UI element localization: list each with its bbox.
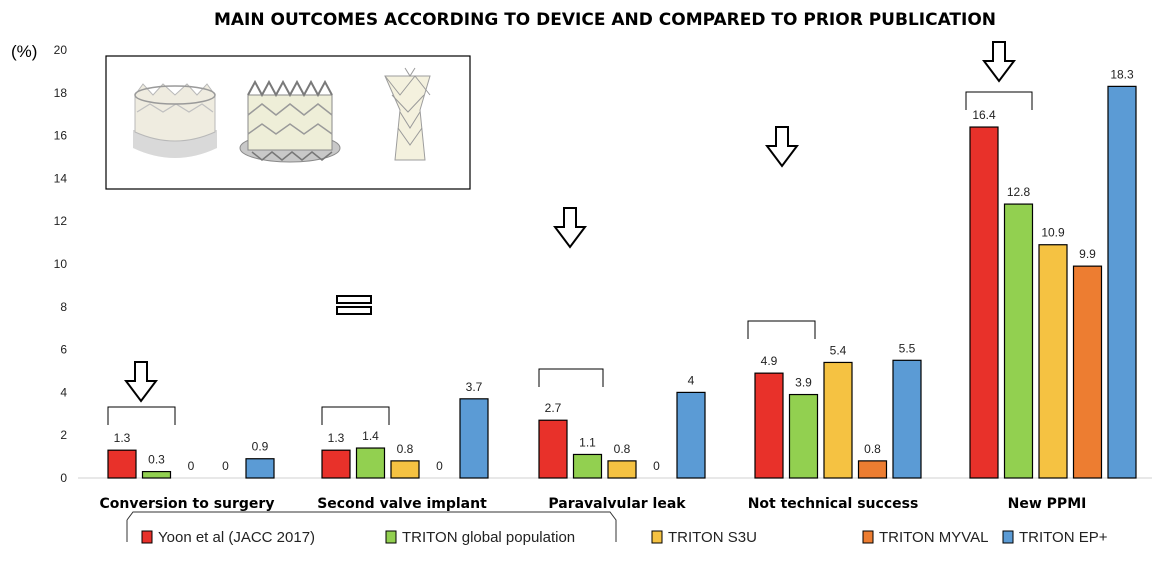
bar-yoon-et-al-jacc-2017-conversion-to-surgery <box>107 449 137 479</box>
legend-label-triton-s3u: TRITON S3U <box>668 529 757 546</box>
legend-label-yoon-et-al-jacc-2017: Yoon et al (JACC 2017) <box>158 529 315 546</box>
bar-triton-s3u-not-technical-success <box>823 361 853 479</box>
bar-triton-ep-conversion-to-surgery <box>245 458 275 479</box>
value-label-triton-global-population-new-ppmi: 12.8 <box>1007 185 1031 199</box>
bar-triton-ep-new-ppmi <box>1107 85 1137 479</box>
legend-swatch-triton-myval <box>862 530 874 544</box>
bar-triton-ep-paravalvular-leak <box>676 391 706 479</box>
value-label-triton-myval-paravalvular-leak: 0 <box>653 459 660 473</box>
bar-triton-ep-second-valve-implant <box>459 398 489 479</box>
bar-yoon-et-al-jacc-2017-not-technical-success <box>754 372 784 479</box>
category-label-conversion-to-surgery: Conversion to surgery <box>100 496 275 512</box>
y-tick-label: 10 <box>54 257 68 271</box>
bar-triton-myval-new-ppmi <box>1072 265 1103 479</box>
value-label-yoon-et-al-jacc-2017-paravalvular-leak: 2.7 <box>545 401 562 415</box>
value-label-triton-myval-new-ppmi: 9.9 <box>1079 247 1096 261</box>
down-arrow-icon-paravalvular-leak <box>553 207 587 249</box>
y-tick-label: 16 <box>54 129 68 143</box>
value-label-triton-global-population-paravalvular-leak: 1.1 <box>579 435 596 449</box>
value-label-triton-global-population-second-valve-implant: 1.4 <box>362 429 379 443</box>
legend-label-triton-ep: TRITON EP+ <box>1019 529 1108 546</box>
down-arrow-icon-new-ppmi <box>982 41 1016 83</box>
value-label-triton-myval-not-technical-success: 0.8 <box>864 442 881 456</box>
chart-title: MAIN OUTCOMES ACCORDING TO DEVICE AND CO… <box>214 10 996 30</box>
category-label-not-technical-success: Not technical success <box>748 496 919 512</box>
comparison-bracket-paravalvular-leak <box>538 368 604 387</box>
legend-bracket <box>126 511 617 542</box>
value-label-triton-s3u-new-ppmi: 10.9 <box>1041 226 1065 240</box>
value-label-triton-ep-second-valve-implant: 3.7 <box>466 380 483 394</box>
legend-swatch-triton-global-population <box>385 530 397 544</box>
valve-device-1-image <box>133 83 217 158</box>
category-label-new-ppmi: New PPMI <box>1008 496 1087 512</box>
value-label-yoon-et-al-jacc-2017-conversion-to-surgery: 1.3 <box>114 431 131 445</box>
y-tick-label: 18 <box>54 86 68 100</box>
value-label-triton-global-population-conversion-to-surgery: 0.3 <box>148 453 165 467</box>
y-tick-label: 0 <box>60 471 67 485</box>
comparison-bracket-not-technical-success <box>747 320 816 339</box>
y-tick-label: 6 <box>60 343 67 357</box>
value-label-triton-global-population-not-technical-success: 3.9 <box>795 376 812 390</box>
legend-swatch-yoon-et-al-jacc-2017 <box>141 530 153 544</box>
value-label-triton-s3u-conversion-to-surgery: 0 <box>188 459 195 473</box>
comparison-bracket-conversion-to-surgery <box>107 406 176 425</box>
comparison-bracket-new-ppmi <box>965 91 1033 110</box>
value-label-triton-myval-conversion-to-surgery: 0 <box>222 459 229 473</box>
device-inset <box>105 55 471 190</box>
legend-swatch-triton-ep <box>1002 530 1014 544</box>
bar-yoon-et-al-jacc-2017-new-ppmi <box>969 126 999 479</box>
value-label-triton-ep-paravalvular-leak: 4 <box>688 373 695 387</box>
value-label-triton-s3u-paravalvular-leak: 0.8 <box>614 442 631 456</box>
bar-triton-s3u-paravalvular-leak <box>607 460 637 479</box>
value-label-yoon-et-al-jacc-2017-not-technical-success: 4.9 <box>761 354 778 368</box>
down-arrow-icon-conversion-to-surgery <box>124 361 158 403</box>
legend-label-triton-myval: TRITON MYVAL <box>879 529 988 546</box>
annotations <box>107 41 1033 425</box>
value-label-yoon-et-al-jacc-2017-second-valve-implant: 1.3 <box>328 431 345 445</box>
bar-triton-global-population-second-valve-implant <box>355 447 386 479</box>
bars <box>107 85 1137 479</box>
legend: Yoon et al (JACC 2017) TRITON global popu… <box>126 511 1108 546</box>
y-axis-unit-label: (%) <box>11 42 37 61</box>
value-label-triton-s3u-second-valve-implant: 0.8 <box>397 442 414 456</box>
equal-sign-icon-top <box>336 295 372 304</box>
bar-triton-ep-not-technical-success <box>892 359 922 479</box>
legend-label-triton-global-population: TRITON global population <box>402 529 575 546</box>
bar-triton-s3u-second-valve-implant <box>390 460 420 479</box>
bar-triton-global-population-conversion-to-surgery <box>141 470 172 479</box>
y-tick-label: 4 <box>60 385 67 399</box>
down-arrow-icon-not-technical-success <box>765 126 799 168</box>
valve-device-3-image <box>384 67 431 161</box>
y-tick-label: 20 <box>54 43 68 57</box>
comparison-bracket-second-valve-implant <box>321 406 390 425</box>
bar-yoon-et-al-jacc-2017-second-valve-implant <box>321 449 351 479</box>
legend-swatch-triton-s3u <box>651 530 663 544</box>
category-labels: Conversion to surgery Second valve implan… <box>100 496 1087 512</box>
category-label-second-valve-implant: Second valve implant <box>317 496 487 512</box>
value-label-triton-ep-not-technical-success: 5.5 <box>899 341 916 355</box>
category-label-paravalvular-leak: Paravalvular leak <box>548 496 686 512</box>
bar-yoon-et-al-jacc-2017-paravalvular-leak <box>538 419 568 479</box>
equal-sign-icon-bottom <box>336 306 372 315</box>
value-label-triton-ep-new-ppmi: 18.3 <box>1110 67 1134 81</box>
value-label-yoon-et-al-jacc-2017-new-ppmi: 16.4 <box>972 108 996 122</box>
valve-device-2-image <box>239 79 341 163</box>
value-label-triton-s3u-not-technical-success: 5.4 <box>830 343 847 357</box>
value-label-triton-ep-conversion-to-surgery: 0.9 <box>252 440 269 454</box>
bar-triton-global-population-paravalvular-leak <box>572 453 603 479</box>
y-tick-label: 8 <box>60 300 67 314</box>
bar-triton-s3u-new-ppmi <box>1038 244 1068 479</box>
y-tick-label: 12 <box>54 214 68 228</box>
value-label-triton-myval-second-valve-implant: 0 <box>436 459 443 473</box>
bar-triton-global-population-new-ppmi <box>1003 203 1034 479</box>
bar-triton-myval-not-technical-success <box>857 460 888 479</box>
y-tick-label: 14 <box>54 171 68 185</box>
bar-triton-global-population-not-technical-success <box>788 393 819 479</box>
y-tick-label: 2 <box>60 428 67 442</box>
bar-value-labels: 1.3 1.3 2.7 4.9 16.4 0.3 1.4 1.1 3.9 12.8 0 0.8 0.8 5… <box>114 67 1134 473</box>
